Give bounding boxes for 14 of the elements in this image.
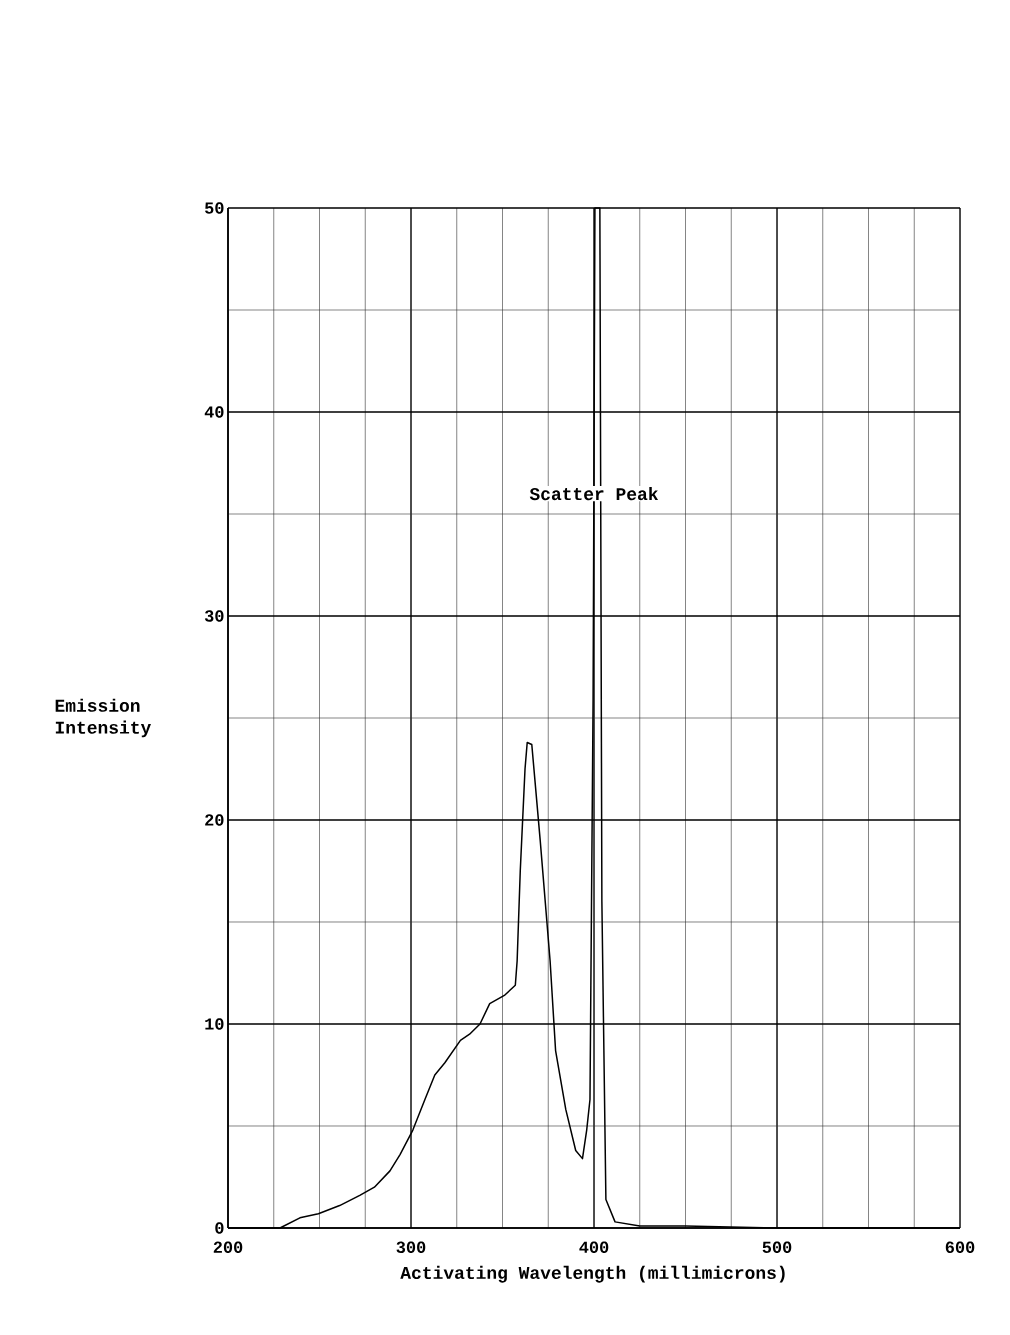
y-tick-label: 20 (205, 814, 224, 826)
y-tick-label: 10 (205, 1018, 224, 1030)
x-tick-label: 200 (213, 1241, 243, 1254)
y-tick-label: 0 (215, 1222, 224, 1234)
x-tick-label: 600 (945, 1241, 975, 1254)
x-tick-label: 500 (762, 1241, 792, 1254)
y-tick-label: 30 (204, 610, 224, 622)
x-tick-label: 400 (579, 1241, 609, 1254)
x-tick-label: 300 (396, 1241, 426, 1254)
y-axis-title: Emission Intensity (55, 698, 151, 738)
y-tick-label: 50 (205, 202, 224, 214)
x-axis-title: Activating Wavelength (millimicrons) (400, 1265, 785, 1283)
annotation: Scatter Peak (529, 487, 659, 501)
y-tick-label: 40 (204, 406, 224, 418)
